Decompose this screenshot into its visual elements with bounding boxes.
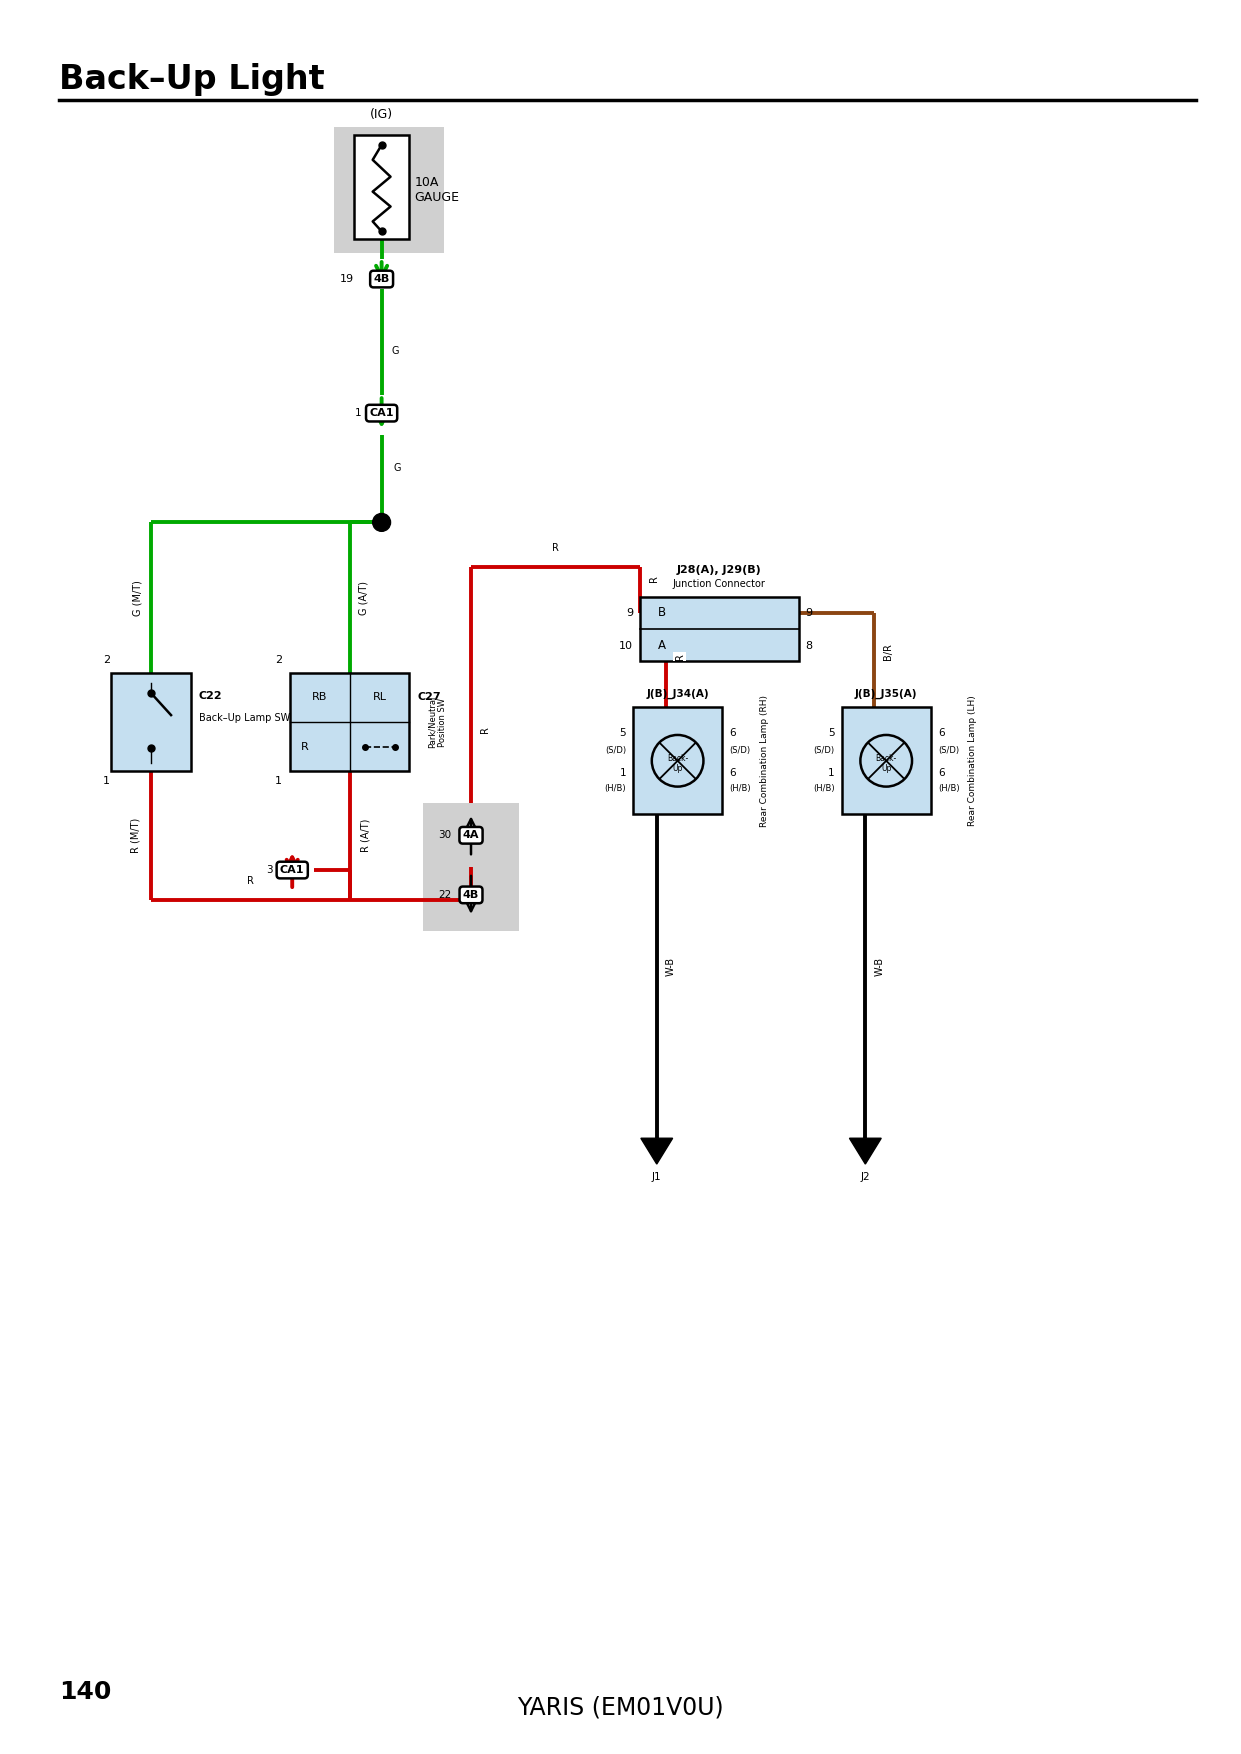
Text: 140: 140	[58, 1680, 112, 1705]
Text: (S/D): (S/D)	[938, 747, 959, 756]
Text: YARIS (EM01V0U): YARIS (EM01V0U)	[516, 1696, 724, 1719]
Text: (H/B): (H/B)	[813, 784, 834, 793]
Text: (H/B): (H/B)	[730, 784, 751, 793]
Text: R: R	[675, 652, 685, 660]
Text: Back–Up Lamp SW: Back–Up Lamp SW	[199, 714, 290, 723]
Bar	[334, 126, 444, 253]
Text: 4B: 4B	[374, 274, 390, 284]
Text: Rear Combination Lamp (RH): Rear Combination Lamp (RH)	[759, 695, 768, 826]
Text: J28(A), J29(B): J28(A), J29(B)	[676, 565, 762, 575]
Bar	[423, 803, 519, 931]
Text: G: G	[392, 346, 400, 356]
Text: (S/D): (S/D)	[730, 747, 751, 756]
Bar	[112, 674, 191, 770]
Text: J2: J2	[860, 1172, 870, 1182]
Text: R: R	[480, 726, 490, 733]
Text: R (M/T): R (M/T)	[130, 817, 140, 852]
Text: G: G	[393, 463, 401, 474]
Text: (IG): (IG)	[370, 109, 393, 121]
Text: Park/Neutral
Position SW: Park/Neutral Position SW	[428, 696, 447, 749]
Polygon shape	[640, 1138, 673, 1165]
Text: G (M/T): G (M/T)	[133, 581, 143, 616]
Text: 2: 2	[103, 656, 110, 665]
Text: 1: 1	[355, 409, 361, 417]
Text: RL: RL	[372, 693, 387, 702]
Bar	[633, 707, 722, 814]
Text: B: B	[658, 607, 665, 619]
Text: Back-
Up: Back- Up	[666, 754, 689, 774]
Text: 1: 1	[103, 775, 110, 786]
Text: R: R	[247, 875, 254, 886]
Text: B/R: B/R	[884, 644, 894, 660]
Text: 6: 6	[730, 728, 736, 738]
Text: (S/D): (S/D)	[813, 747, 834, 756]
Text: 30: 30	[438, 830, 452, 840]
Text: R (A/T): R (A/T)	[361, 819, 371, 852]
Bar	[290, 674, 410, 770]
Text: 5: 5	[828, 728, 834, 738]
Text: J1: J1	[652, 1172, 661, 1182]
Text: W-B: W-B	[665, 958, 675, 977]
Text: 6: 6	[730, 768, 736, 777]
Text: 10: 10	[619, 640, 633, 651]
Text: 8: 8	[805, 640, 813, 651]
Text: J(B)_J34(A): J(B)_J34(A)	[647, 689, 709, 700]
Text: 4A: 4A	[463, 830, 479, 840]
Text: 10A
GAUGE: 10A GAUGE	[414, 175, 459, 203]
Polygon shape	[849, 1138, 881, 1165]
Text: (H/B): (H/B)	[938, 784, 959, 793]
Text: 5: 5	[619, 728, 625, 738]
Text: CA1: CA1	[370, 409, 393, 417]
Text: 9: 9	[805, 609, 813, 617]
Text: (H/B): (H/B)	[604, 784, 625, 793]
Text: 1: 1	[619, 768, 625, 777]
Text: Junction Connector: Junction Connector	[673, 579, 766, 589]
Text: R: R	[552, 544, 558, 553]
Text: 1: 1	[276, 775, 282, 786]
Text: G (A/T): G (A/T)	[359, 581, 369, 616]
Text: 9: 9	[625, 609, 633, 617]
Text: 4B: 4B	[463, 889, 479, 900]
Text: 3: 3	[266, 865, 272, 875]
Bar	[640, 596, 799, 661]
Text: C27: C27	[417, 693, 441, 702]
Text: A: A	[658, 638, 665, 652]
Text: 6: 6	[938, 728, 944, 738]
Text: W-B: W-B	[874, 958, 885, 977]
Text: 1: 1	[828, 768, 834, 777]
Text: 22: 22	[438, 889, 452, 900]
Text: C22: C22	[199, 691, 222, 702]
Text: (S/D): (S/D)	[604, 747, 625, 756]
Text: Back-
Up: Back- Up	[876, 754, 897, 774]
Bar	[841, 707, 931, 814]
Text: 19: 19	[340, 274, 354, 284]
Text: R: R	[302, 742, 309, 752]
Circle shape	[372, 514, 391, 531]
Text: R: R	[649, 575, 659, 582]
Text: CA1: CA1	[280, 865, 304, 875]
Text: Back–Up Light: Back–Up Light	[58, 63, 324, 96]
Text: Rear Combination Lamp (LH): Rear Combination Lamp (LH)	[968, 695, 977, 826]
Text: 2: 2	[276, 656, 282, 665]
Bar	[354, 135, 410, 239]
Text: 6: 6	[938, 768, 944, 777]
Text: J(B)_J35(A): J(B)_J35(A)	[855, 689, 917, 700]
Text: RB: RB	[313, 693, 328, 702]
